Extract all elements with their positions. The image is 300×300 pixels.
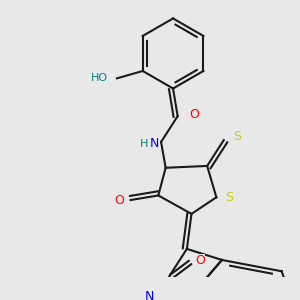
Text: H: H — [140, 139, 148, 149]
Text: O: O — [115, 194, 124, 206]
Text: S: S — [233, 130, 241, 143]
Text: N: N — [144, 290, 154, 300]
Text: O: O — [189, 108, 199, 121]
Text: S: S — [225, 191, 233, 204]
Text: N: N — [150, 137, 159, 150]
Text: O: O — [195, 254, 205, 267]
Text: HO: HO — [91, 74, 108, 83]
